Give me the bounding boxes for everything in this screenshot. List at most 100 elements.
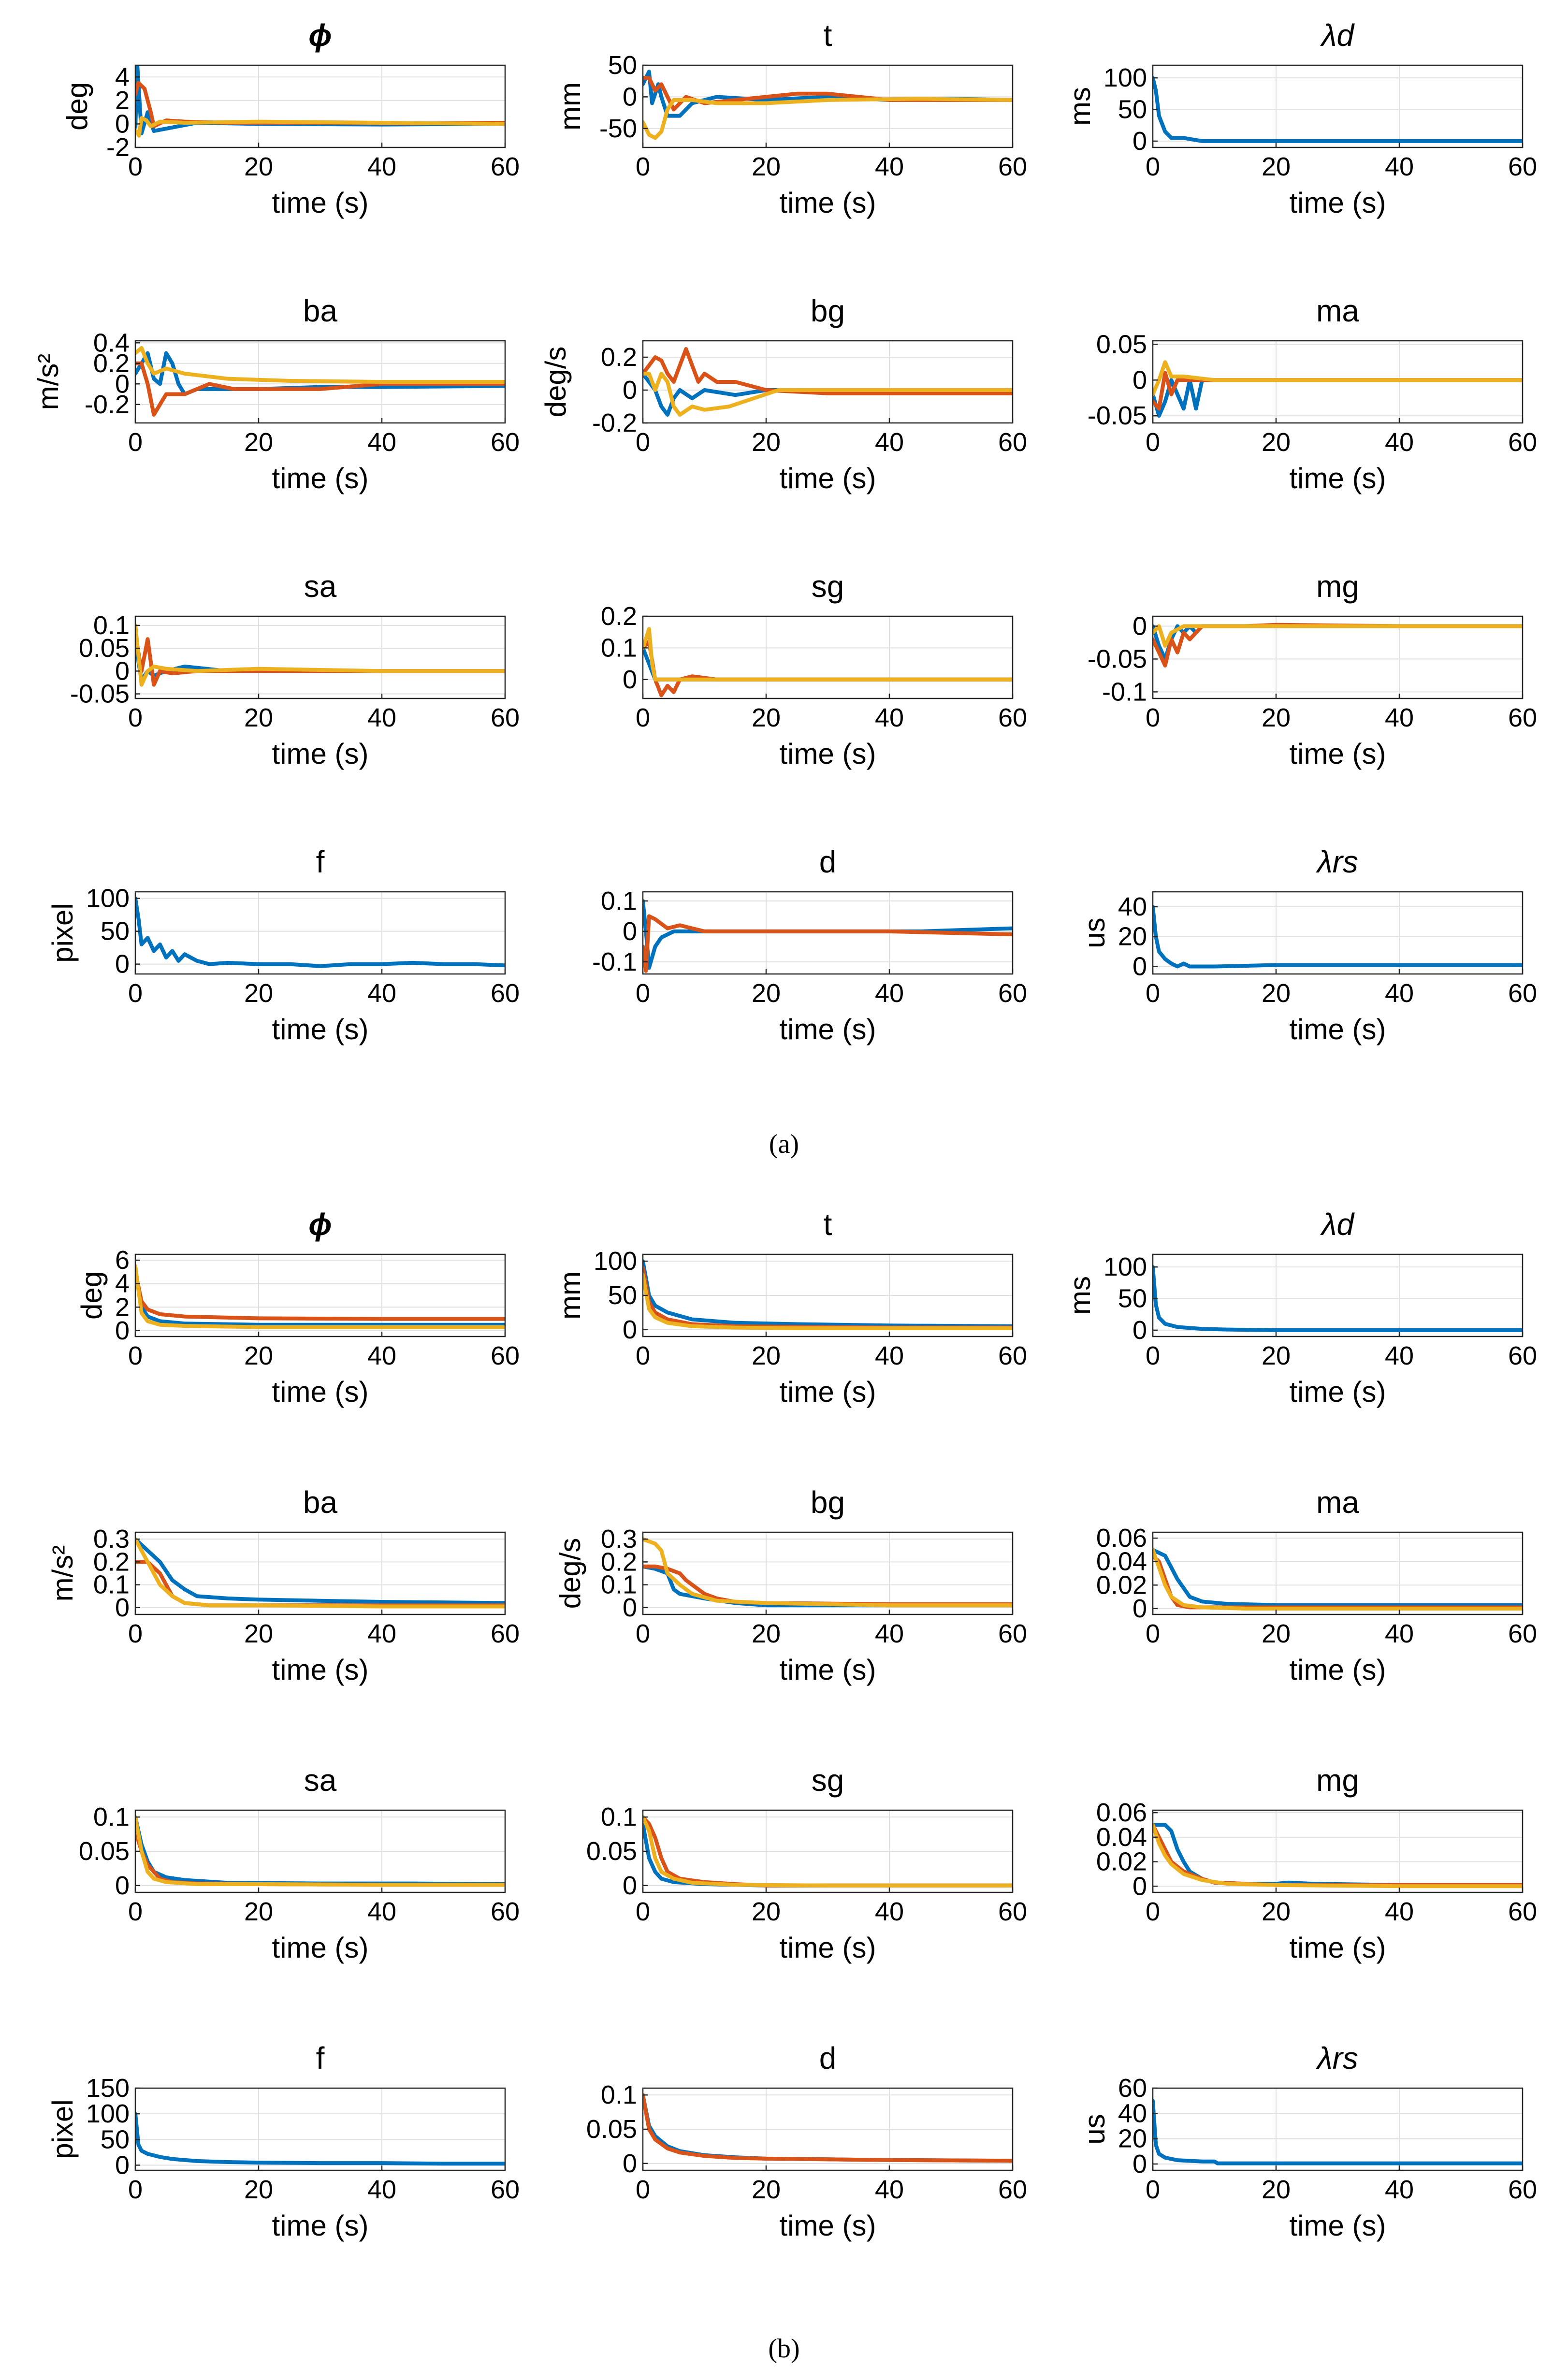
y-tick-label: 0.1 [93,1802,130,1831]
y-tick-label: 0 [623,1871,637,1900]
x-axis-label: time (s) [780,1376,876,1408]
x-tick-label: 40 [875,152,904,181]
y-tick-label: 0.2 [93,349,130,378]
subplot-b-2: 0 20 40 60 0 50 100 time (s) mm t [554,1207,1027,1408]
x-axis-label: time (s) [780,1654,876,1686]
y-tick-label: 0.04 [1096,1547,1147,1576]
x-tick-label: 20 [244,152,273,181]
axes-box [1152,2087,1524,2171]
chart-title: d [819,2041,837,2076]
x-tick-label: 40 [1385,703,1414,732]
y-tick-label: 2 [115,86,130,115]
y-tick-label: 0.2 [601,1547,637,1576]
x-tick-label: 20 [752,152,781,181]
series-line-s3 [1153,1823,1523,1889]
x-tick-label: 60 [491,703,520,732]
x-tick-label: 20 [1262,1341,1291,1370]
y-axis-label: m/s² [46,1545,79,1602]
x-tick-label: 20 [1262,2175,1291,2204]
x-tick-label: 20 [244,1897,273,1926]
x-axis-label: time (s) [1290,187,1386,219]
x-axis-label: time (s) [1290,2209,1386,2242]
x-tick-label: 60 [998,1341,1027,1370]
y-axis-label: us [1078,2114,1111,2144]
subplot-b-11: 0 20 40 60 0 0.05 0.1 time (s) d [586,2041,1027,2242]
y-tick-label: 0 [1132,1594,1147,1623]
series-line-s3 [643,97,1013,140]
x-tick-label: 40 [1385,1341,1414,1370]
y-tick-label: 2 [115,1293,130,1322]
chart-title: bg [811,1485,845,1520]
y-tick-label: 50 [101,917,130,946]
x-axis-label: time (s) [1290,1654,1386,1686]
x-tick-label: 60 [1508,1897,1537,1926]
series-line-s3 [643,627,1013,682]
x-tick-label: 40 [875,1341,904,1370]
series-line-s1 [1153,1265,1523,1332]
x-axis-label: time (s) [1290,738,1386,770]
x-tick-label: 60 [1508,2175,1537,2204]
y-axis-label: mm [554,1271,586,1320]
chart-title: sg [812,569,844,604]
x-tick-label: 20 [244,703,273,732]
x-tick-label: 40 [367,428,396,457]
x-tick-label: 40 [367,703,396,732]
y-tick-label: -0.05 [1088,644,1147,673]
y-axis-label: deg/s [554,1538,586,1609]
chart-title: λd [1320,1207,1355,1242]
y-tick-label: 0.4 [93,328,130,357]
x-tick-label: 0 [128,428,143,457]
x-tick-label: 0 [1146,979,1160,1008]
chart-title: ϕ [308,18,332,53]
y-tick-label: 0 [1132,611,1147,640]
x-axis-label: time (s) [780,187,876,219]
y-tick-label: 0.1 [601,886,637,915]
y-axis-label: us [1078,917,1111,948]
x-tick-label: 40 [367,1619,396,1648]
axes-box [642,340,1014,424]
x-tick-label: 0 [636,2175,650,2204]
chart-title: ϕ [308,1207,332,1242]
x-tick-label: 0 [128,2175,143,2204]
axes-box [1152,340,1524,424]
y-tick-label: 0.3 [601,1525,637,1554]
y-tick-label: 0 [623,2149,637,2178]
y-tick-label: 0 [623,917,637,946]
x-tick-label: 60 [1508,1341,1537,1370]
x-tick-label: 60 [998,428,1027,457]
y-axis-label: ms [1064,87,1096,126]
y-tick-label: 100 [1103,1252,1147,1281]
y-tick-label: 0.3 [93,1525,130,1554]
y-tick-label: 20 [1118,2124,1147,2153]
panel-b-caption: (b) [768,2334,799,2364]
axes-box [642,64,1014,148]
y-tick-label: 0.06 [1096,1524,1147,1553]
series-line-s2 [135,1270,505,1321]
x-tick-label: 20 [752,428,781,457]
x-tick-label: 60 [998,1897,1027,1926]
x-tick-label: 20 [244,1619,273,1648]
y-tick-label: 0 [115,950,130,979]
x-axis-label: time (s) [1290,1932,1386,1964]
y-tick-label: 100 [86,884,130,913]
y-tick-label: 0.04 [1096,1823,1147,1852]
y-tick-label: 0 [115,369,130,398]
chart-title: t [824,1207,832,1242]
x-tick-label: 40 [1385,979,1414,1008]
y-tick-label: 0 [1132,127,1147,156]
x-tick-label: 40 [1385,1897,1414,1926]
subplot-b-7: 0 20 40 60 0 0.05 0.1 time (s) sa [79,1763,520,1964]
x-tick-label: 60 [1508,428,1537,457]
y-tick-label: 0 [115,1316,130,1345]
axes-box [134,1531,506,1615]
chart-title: λrs [1316,844,1358,879]
series-line-s3 [135,346,505,384]
x-tick-label: 40 [875,703,904,732]
x-axis-label: time (s) [272,1376,369,1408]
chart-title: ma [1316,1485,1359,1520]
y-tick-label: 0 [1132,1316,1147,1345]
y-tick-label: 0.1 [601,633,637,662]
